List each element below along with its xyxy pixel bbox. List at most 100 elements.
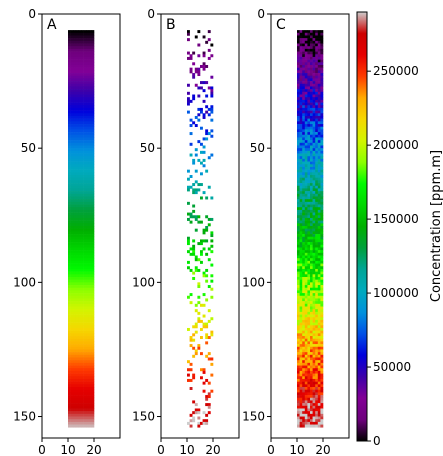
heatmap-cell: [312, 403, 316, 407]
heatmap-cell: [78, 129, 82, 133]
heatmap-cell: [88, 255, 92, 259]
heatmap-cell: [75, 357, 79, 361]
heatmap-cell: [68, 183, 71, 187]
heatmap-cell: [297, 40, 300, 44]
heatmap-cell: [86, 352, 90, 356]
heatmap-cell: [83, 137, 87, 141]
heatmap-cell: [91, 314, 95, 318]
heatmap-cell: [73, 397, 77, 401]
heatmap-cell: [73, 110, 77, 114]
heatmap-cell: [299, 223, 303, 227]
heatmap-cell: [315, 172, 319, 176]
heatmap-cell: [320, 419, 324, 423]
heatmap-cell: [88, 228, 92, 232]
heatmap-cell: [81, 153, 84, 157]
heatmap-cell: [310, 56, 313, 60]
heatmap-cell: [68, 287, 71, 291]
heatmap-cell: [83, 134, 87, 138]
heatmap-cell: [91, 226, 95, 229]
heatmap-cell: [310, 378, 313, 382]
heatmap-cell: [91, 250, 95, 254]
heatmap-cell: [78, 285, 82, 289]
heatmap-cell: [310, 357, 313, 361]
heatmap-cell: [317, 169, 321, 173]
heatmap-cell: [81, 403, 84, 407]
heatmap-cell: [81, 156, 84, 160]
heatmap-cell: [73, 373, 77, 377]
heatmap-cell: [81, 231, 84, 235]
heatmap-cell: [78, 115, 82, 119]
heatmap-cell: [70, 258, 74, 262]
heatmap-cell: [70, 83, 74, 87]
heatmap-cell: [81, 164, 84, 168]
heatmap-cell: [83, 242, 87, 246]
heatmap-cell: [210, 295, 214, 299]
heatmap-cell: [304, 376, 308, 380]
heatmap-cell: [317, 239, 321, 243]
heatmap-cell: [304, 83, 308, 87]
heatmap-cell: [88, 223, 92, 227]
heatmap-cell: [78, 389, 82, 393]
heatmap-cell: [68, 276, 71, 280]
heatmap-cell: [307, 67, 311, 71]
heatmap-cell: [81, 172, 84, 176]
heatmap-cell: [83, 169, 87, 173]
heatmap-cell: [73, 124, 77, 128]
heatmap-cell: [73, 78, 77, 82]
heatmap-cell: [83, 306, 87, 310]
heatmap-cell: [297, 290, 300, 294]
heatmap-cell: [302, 102, 306, 106]
heatmap-cell: [310, 405, 313, 409]
heatmap-cell: [210, 105, 214, 109]
heatmap-cell: [70, 105, 74, 109]
heatmap-cell: [307, 250, 311, 254]
heatmap-cell: [78, 405, 82, 409]
heatmap-cell: [88, 38, 92, 42]
heatmap-cell: [187, 177, 190, 181]
heatmap-cell: [68, 271, 71, 275]
heatmap-cell: [68, 303, 71, 307]
heatmap-cell: [207, 132, 211, 136]
heatmap-cell: [307, 247, 311, 251]
heatmap-cell: [75, 40, 79, 44]
heatmap-cell: [73, 330, 77, 334]
heatmap-cell: [78, 346, 82, 350]
heatmap-cell: [299, 282, 303, 286]
heatmap-cell: [297, 94, 300, 98]
heatmap-cell: [81, 54, 84, 58]
heatmap-cell: [192, 158, 196, 162]
heatmap-cell: [210, 362, 214, 366]
heatmap-cell: [315, 217, 319, 221]
heatmap-cell: [83, 113, 87, 117]
heatmap-cell: [70, 91, 74, 95]
heatmap-cell: [202, 231, 206, 235]
heatmap-cell: [297, 344, 300, 348]
heatmap-cell: [70, 118, 74, 122]
heatmap-cell: [297, 271, 300, 275]
heatmap-cell: [91, 201, 95, 205]
heatmap-cell: [304, 164, 308, 168]
heatmap-cell: [304, 231, 308, 235]
heatmap-cell: [205, 94, 209, 98]
heatmap-cell: [83, 378, 87, 382]
heatmap-cell: [91, 298, 95, 302]
heatmap-cell: [78, 392, 82, 396]
heatmap-cell: [312, 81, 316, 85]
heatmap-cell: [310, 370, 313, 374]
heatmap-cell: [187, 97, 190, 101]
heatmap-cell: [81, 322, 84, 326]
heatmap-cell: [310, 124, 313, 128]
heatmap-cell: [91, 137, 95, 141]
heatmap-cell: [307, 274, 311, 278]
heatmap-cell: [310, 220, 313, 224]
heatmap-cell: [304, 389, 308, 393]
heatmap-cell: [91, 419, 95, 423]
heatmap-cell: [312, 142, 316, 146]
heatmap-cell: [202, 322, 206, 326]
heatmap-cell: [187, 99, 190, 103]
heatmap-cell: [73, 314, 77, 318]
heatmap-cell: [299, 67, 303, 71]
heatmap-cell: [299, 51, 303, 55]
heatmap-cell: [317, 132, 321, 136]
heatmap-cell: [68, 48, 71, 52]
